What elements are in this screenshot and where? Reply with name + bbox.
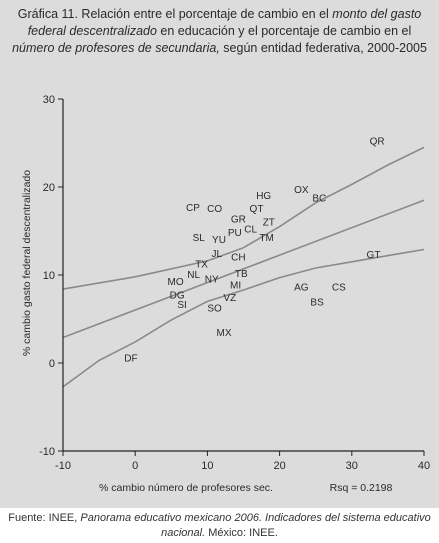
- point-co: CO: [207, 204, 222, 215]
- point-bc: BC: [312, 194, 326, 205]
- point-jl: JL: [212, 249, 223, 260]
- y-axis-label: % cambio gasto federal descentralizado: [21, 170, 33, 356]
- point-si: SI: [177, 300, 186, 311]
- point-mo: MO: [168, 277, 184, 288]
- x-tick-label--10: -10: [55, 460, 71, 472]
- point-vz: VZ: [223, 293, 236, 304]
- point-bs: BS: [310, 297, 324, 308]
- x-axis-label: % cambio número de profesores sec.: [99, 482, 273, 494]
- chart-title-part-4: número de profesores de secundaria,: [12, 41, 220, 55]
- source-part-2: Panorama educativo mexicano 2006. Indica…: [80, 512, 431, 539]
- point-qr: QR: [370, 136, 385, 147]
- point-gr: GR: [231, 215, 246, 226]
- y-tick-label-0: 0: [49, 358, 55, 370]
- regression-lines: [62, 146, 425, 388]
- y-tick-label-30: 30: [43, 94, 55, 106]
- point-yu: YU: [212, 235, 226, 246]
- point-cl: CL: [244, 224, 257, 235]
- point-tb: TB: [235, 269, 248, 280]
- x-tick-label-10: 10: [201, 460, 213, 472]
- point-ch: CH: [231, 253, 245, 264]
- point-mx: MX: [217, 328, 232, 339]
- chart-title-part-2: monto del gasto federal descentralizado: [27, 7, 422, 38]
- y-tick-label-10: 10: [43, 270, 55, 282]
- source-note: Fuente: INEE, Panorama educativo mexican…: [8, 511, 431, 541]
- point-qt: QT: [250, 204, 264, 215]
- rsq-annotation: Rsq = 0.2198: [330, 482, 393, 494]
- point-pu: PU: [228, 228, 242, 239]
- point-sl: SL: [193, 233, 206, 244]
- point-ox: OX: [294, 185, 309, 196]
- axes: -10 0 10 20 30 40 -10 0 10 20 30: [39, 94, 430, 472]
- point-cs: CS: [332, 282, 346, 293]
- point-df: DF: [124, 354, 137, 365]
- y-tick-label--10: -10: [39, 446, 55, 458]
- point-mi: MI: [230, 281, 241, 292]
- point-ag: AG: [294, 282, 309, 293]
- point-ny: NY: [205, 275, 219, 286]
- chart-figure: Gráfica 11. Relación entre el porcentaje…: [0, 0, 439, 508]
- fit-line: [62, 199, 425, 339]
- source-part-3: México: INEE.: [205, 527, 278, 539]
- chart-title-part-5: según entidad federativa, 2000-2005: [219, 41, 427, 55]
- point-cp: CP: [186, 203, 200, 214]
- point-gt: GT: [367, 250, 381, 261]
- y-tick-label-20: 20: [43, 182, 55, 194]
- point-tm: TM: [259, 233, 273, 244]
- chart-title: Gráfica 11. Relación entre el porcentaje…: [10, 6, 429, 57]
- x-tick-label-40: 40: [418, 460, 430, 472]
- point-so: SO: [207, 304, 222, 315]
- x-tick-label-0: 0: [132, 460, 138, 472]
- point-zt: ZT: [263, 217, 275, 228]
- lower-confidence-band: [62, 248, 425, 388]
- point-tx: TX: [195, 260, 208, 271]
- point-dg: DG: [170, 290, 185, 301]
- source-part-1: Fuente: INEE,: [8, 512, 81, 524]
- chart-title-part-3: en educación y el porcentaje de cambio e…: [156, 24, 412, 38]
- x-tick-label-30: 30: [346, 460, 358, 472]
- x-tick-label-20: 20: [273, 460, 285, 472]
- upper-confidence-band: [62, 146, 425, 290]
- point-hg: HG: [256, 191, 271, 202]
- point-nl: NL: [187, 270, 200, 281]
- chart-title-part-1: Gráfica 11. Relación entre el porcentaje…: [17, 7, 333, 21]
